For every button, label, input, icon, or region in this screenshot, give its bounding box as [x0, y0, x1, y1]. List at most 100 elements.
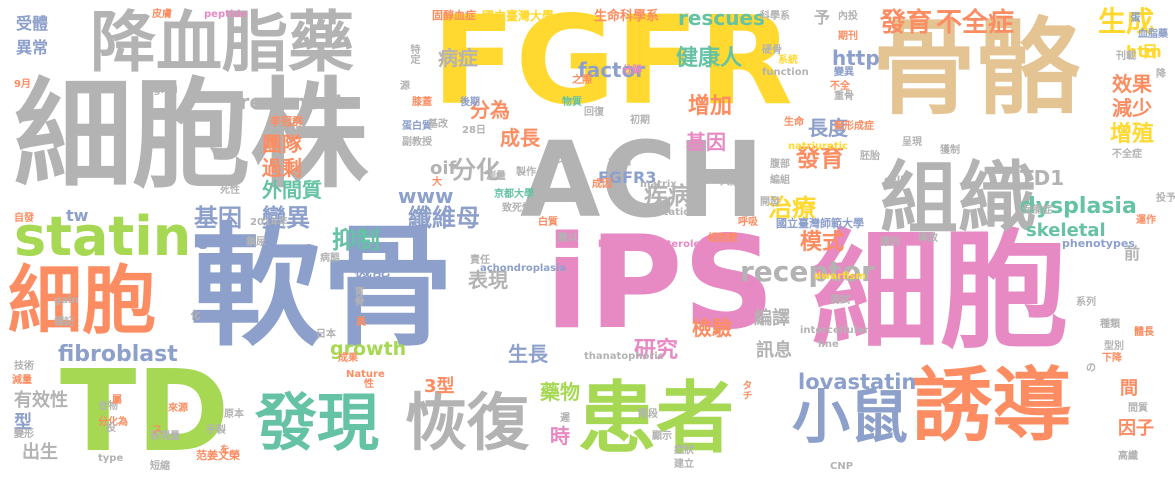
cloud-word: 間質	[1128, 403, 1148, 414]
cloud-word: 基因	[194, 204, 242, 232]
cloud-word: 軟骨	[190, 211, 454, 365]
cloud-word: 疾病	[644, 182, 692, 210]
cloud-word: 化	[188, 310, 199, 320]
cloud-word: 成果	[338, 353, 358, 364]
cloud-word: 治療	[768, 194, 816, 222]
cloud-word: 內投	[838, 11, 858, 22]
cloud-word: ス	[150, 424, 161, 434]
cloud-word: 長度	[808, 116, 848, 140]
cloud-word: 不全症	[1112, 149, 1142, 160]
cloud-word: 不全症	[936, 8, 1015, 38]
cloud-word: 病症	[438, 46, 478, 70]
cloud-word: 變異	[262, 204, 310, 232]
cloud-word: 投予	[1156, 193, 1175, 204]
cloud-word: 發育	[880, 8, 933, 38]
cloud-word: 有效性	[14, 390, 68, 411]
cloud-word: 胃骨	[352, 286, 363, 306]
cloud-word: 保備症	[1022, 205, 1052, 216]
cloud-word: 導致	[918, 233, 938, 244]
cloud-word: 前	[1124, 244, 1141, 263]
cloud-word: 建立	[674, 459, 694, 470]
cloud-word: 表現量	[150, 431, 180, 442]
cloud-word: 致死性	[502, 203, 532, 214]
cloud-word: 細胞株	[14, 66, 369, 204]
cloud-word: 之際	[572, 75, 592, 86]
cloud-word: 恢復	[405, 386, 530, 459]
cloud-word: rescues	[678, 6, 765, 30]
cloud-word: 死性	[220, 185, 240, 196]
cloud-word: 分化為	[98, 417, 128, 428]
cloud-word: 小鼠	[792, 383, 909, 451]
cloud-word: 生長	[508, 342, 548, 366]
cloud-word: 骨骼	[872, 7, 1081, 129]
cloud-word: FGFR3	[598, 168, 657, 187]
cloud-word: 合物	[98, 401, 118, 412]
cloud-word: 變異	[834, 67, 854, 78]
cloud-word: signal	[144, 85, 178, 96]
cloud-word: 物質	[562, 97, 582, 108]
cloud-word: 獲制	[940, 145, 960, 156]
cloud-word: 科學系	[760, 11, 790, 22]
cloud-word: skeletal	[1026, 220, 1106, 241]
cloud-word: 製作	[516, 167, 536, 178]
cloud-word: 回復	[584, 107, 604, 118]
cloud-word: 測量	[486, 171, 506, 182]
cloud-word: http	[832, 46, 880, 70]
cloud-word: 外間質	[262, 178, 322, 202]
cloud-word: gain	[54, 295, 79, 306]
cloud-word: 研究	[634, 338, 679, 363]
cloud-word: 過剩	[262, 156, 302, 180]
cloud-word: 腹部	[770, 159, 790, 170]
cloud-word: dysplasia	[1020, 194, 1137, 219]
cloud-word: 副教授	[402, 137, 432, 148]
cloud-word: 技術	[14, 361, 34, 372]
cloud-word: 訊息	[756, 340, 792, 361]
cloud-word: 病態	[320, 253, 340, 264]
cloud-word: 高纖	[1118, 451, 1138, 462]
cloud-word: 增殖	[1110, 122, 1155, 147]
cloud-word: 硬骨	[762, 45, 782, 56]
cloud-word: 遲	[560, 413, 570, 424]
cloud-word: 9月	[14, 79, 31, 90]
cloud-word: peptide	[204, 9, 248, 20]
cloud-word: 標的	[880, 237, 900, 248]
cloud-word: 效果	[1112, 72, 1152, 96]
cloud-word: 出生	[22, 442, 58, 463]
cloud-word: www	[398, 184, 454, 208]
cloud-word: 健康人	[676, 46, 743, 71]
cloud-word: 無形成症	[834, 121, 874, 132]
cloud-word: 特定	[408, 44, 419, 64]
cloud-word: 抑制	[332, 226, 380, 254]
cloud-word: 測試	[830, 295, 850, 306]
cloud-word: 呈現	[902, 137, 922, 148]
cloud-word: 標記	[54, 317, 74, 328]
cloud-word: の	[1086, 363, 1096, 374]
cloud-word: 藥物	[540, 380, 580, 404]
cloud-word: 呼吸	[738, 217, 758, 228]
cloud-word: 異常	[16, 38, 49, 57]
cloud-word: 蛋	[1128, 12, 1139, 22]
cloud-word: 減量	[12, 375, 32, 386]
cloud-word: 不全	[830, 81, 850, 92]
cloud-word: 細胞	[8, 258, 156, 344]
cloud-word: 胚胎	[860, 151, 880, 162]
cloud-word: phenotypes	[1062, 237, 1135, 250]
cloud-word: intercellular	[800, 325, 869, 336]
cloud-word: tw	[66, 206, 89, 225]
cloud-word: TD	[60, 347, 230, 477]
cloud-word: 基因	[686, 130, 726, 154]
cloud-word: 發現	[255, 386, 380, 459]
cloud-word: 模式	[800, 230, 845, 255]
cloud-word: 白質	[538, 217, 558, 228]
cloud-word: 團隊	[262, 132, 302, 156]
cloud-word: factor	[578, 58, 646, 82]
cloud-word: 國立臺灣大學	[482, 9, 555, 23]
cloud-word: 基改	[428, 119, 448, 130]
cloud-word: 員	[356, 317, 366, 328]
cloud-word: 源	[400, 81, 410, 92]
cloud-word: 蛋白質	[402, 121, 432, 132]
cloud-word: 初期	[630, 115, 650, 126]
cloud-word: 成因	[592, 179, 612, 190]
cloud-word: 細胞數	[708, 233, 738, 244]
cloud-word: 細胞	[812, 217, 1069, 366]
